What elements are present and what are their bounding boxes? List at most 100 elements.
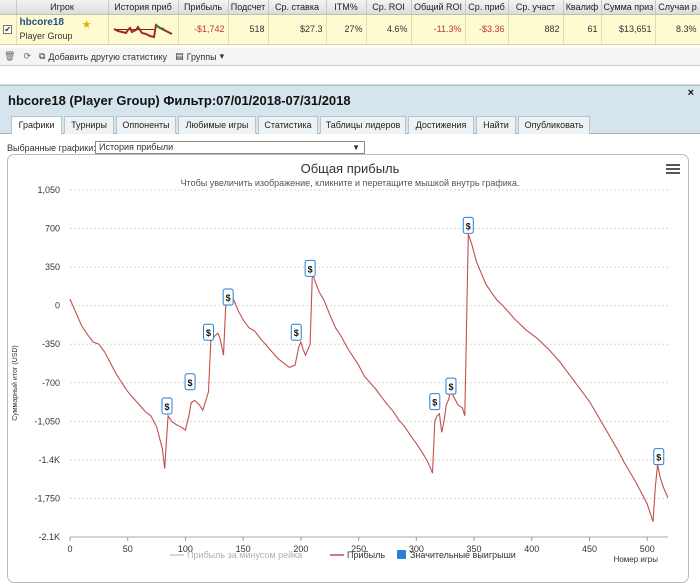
- marker-box: [184, 373, 196, 391]
- stats-table: Игрок История приб Прибыль Подсчет Ср. с…: [0, 0, 700, 45]
- itm-value: 27%: [326, 14, 367, 45]
- chart-selector-label: Выбранные графики:: [7, 143, 96, 153]
- big-win-marker[interactable]: $: [445, 377, 457, 395]
- x-tick-label: 500: [640, 544, 655, 554]
- chart-title: Общая прибыль: [300, 161, 400, 176]
- big-win-marker[interactable]: $: [222, 288, 234, 306]
- x-tick-label: 400: [524, 544, 539, 554]
- col-header-avg-stake[interactable]: Ср. ставка: [268, 0, 327, 15]
- marker-label: $: [448, 382, 453, 392]
- chart-selector-dropdown[interactable]: История прибыли ▼: [95, 141, 365, 154]
- big-win-marker[interactable]: $: [161, 397, 173, 415]
- col-header-itm[interactable]: ITM%: [326, 0, 367, 15]
- tab-opponents[interactable]: Оппоненты: [116, 116, 176, 134]
- col-header-avg-entrants[interactable]: Ср. участ: [508, 0, 564, 15]
- add-stats-label: Добавить другую статистику: [48, 51, 168, 62]
- y-tick-label: -350: [42, 339, 60, 349]
- x-axis-label: Номер игры: [614, 555, 659, 564]
- big-win-marker[interactable]: $: [184, 373, 196, 391]
- prize-sum-value: $13,651: [601, 14, 656, 45]
- tab-achievements[interactable]: Достижения: [408, 116, 474, 134]
- x-tick-label: 150: [236, 544, 251, 554]
- y-tick-label: -1,750: [34, 493, 60, 503]
- marker-box: [429, 393, 441, 411]
- marker-box: [304, 259, 316, 277]
- tab-favorite-games[interactable]: Любимые игры: [178, 116, 256, 134]
- big-win-marker[interactable]: $: [203, 323, 215, 341]
- row-checkbox-cell[interactable]: ✔: [0, 14, 17, 45]
- count-value: 518: [228, 14, 269, 45]
- tab-charts[interactable]: Графики: [11, 116, 62, 135]
- player-name[interactable]: hbcore18: [19, 17, 64, 28]
- x-tick-label: 200: [293, 544, 308, 554]
- x-tick-label: 50: [123, 544, 133, 554]
- chart-legend: Прибыль за минусом рейка Прибыль Значитель…: [170, 550, 516, 560]
- dropdown-arrow-icon: ▼: [352, 143, 360, 152]
- refresh-icon[interactable]: ⟳: [23, 51, 31, 61]
- y-axis-label: Суммарный итог (USD): [11, 345, 19, 421]
- col-header-player[interactable]: Игрок: [16, 0, 109, 15]
- col-header-avg-roi[interactable]: Ср. ROI: [366, 0, 412, 15]
- table-row[interactable]: ✔ hbcore18 Player Group ★ -$1,742 518 $2…: [0, 14, 700, 45]
- marker-label: $: [294, 328, 299, 338]
- col-header-qualif[interactable]: Квалиф: [563, 0, 602, 15]
- row-checkbox[interactable]: ✔: [3, 25, 13, 34]
- groups-label: Группы: [186, 51, 217, 62]
- y-tick-label: 1,050: [37, 185, 60, 195]
- stats-toolbar: 🗑 ⟳ ⧉ Добавить другую статистику ▤ Групп…: [0, 48, 700, 66]
- x-tick-label: 0: [67, 544, 72, 554]
- chart-container[interactable]: [7, 154, 689, 583]
- profit-chart[interactable]: 1,050 700 350 0 -350 -700 -1,050 -1.4K -1,750 -2.…: [0, 134, 700, 586]
- y-tick-label: 0: [55, 301, 60, 311]
- legend-item-label[interactable]: Значительные выигрыши: [410, 550, 516, 560]
- marker-box: [462, 216, 474, 234]
- tab-leaderboards[interactable]: Таблицы лидеров: [320, 116, 406, 134]
- history-sparkline: [113, 23, 172, 39]
- col-header-cases[interactable]: Случаи р: [655, 0, 700, 15]
- col-header-prize-sum[interactable]: Сумма приз: [601, 0, 656, 15]
- legend-item-label[interactable]: Прибыль за минусом рейка: [187, 550, 302, 560]
- big-win-marker[interactable]: $: [290, 323, 302, 341]
- legend-item-label[interactable]: Прибыль: [347, 550, 385, 560]
- big-win-marker[interactable]: $: [429, 393, 441, 411]
- avg-entrants-value: 882: [508, 14, 564, 45]
- add-stats-button[interactable]: ⧉ Добавить другую статистику: [39, 51, 167, 62]
- chart-menu-icon[interactable]: [666, 164, 680, 175]
- marker-box: [203, 323, 215, 341]
- col-header-total-roi[interactable]: Общий ROI: [411, 0, 466, 15]
- chevron-down-icon: ▾: [219, 51, 225, 61]
- panel-title: hbcore18 (Player Group) Фильтр:07/01/201…: [8, 93, 351, 108]
- marker-label: $: [188, 378, 193, 388]
- big-win-marker[interactable]: $: [653, 448, 665, 466]
- tab-tournaments[interactable]: Турниры: [64, 116, 114, 134]
- big-win-marker[interactable]: $: [304, 259, 316, 277]
- y-tick-label: -1,050: [34, 416, 60, 426]
- legend-swatch: [397, 550, 406, 559]
- qualif-value: 61: [563, 14, 602, 45]
- y-tick-label: 350: [45, 262, 60, 272]
- col-header-avg-profit[interactable]: Ср. приб: [465, 0, 509, 15]
- tab-statistics[interactable]: Статистика: [258, 116, 318, 134]
- tab-find[interactable]: Найти: [476, 116, 516, 134]
- series-line-profit: [69, 233, 669, 522]
- big-win-marker[interactable]: $: [462, 216, 474, 234]
- empty-area: [0, 67, 700, 85]
- chart-subtitle: Чтобы увеличить изображение, кликните и …: [180, 178, 520, 188]
- groups-button[interactable]: ▤ Группы ▾: [175, 51, 224, 62]
- marker-box: [222, 288, 234, 306]
- player-group: Player Group: [19, 31, 73, 41]
- col-header-count[interactable]: Подсчет: [228, 0, 269, 15]
- avg-stake-value: $27.3: [268, 14, 327, 45]
- x-tick-label: 450: [582, 544, 597, 554]
- close-icon[interactable]: ×: [687, 87, 694, 99]
- stats-header-row: Игрок История приб Прибыль Подсчет Ср. с…: [0, 0, 700, 15]
- col-header-profit[interactable]: Прибыль: [178, 0, 229, 15]
- marker-box: [445, 377, 457, 395]
- tab-publish[interactable]: Опубликовать: [518, 116, 590, 134]
- col-header-history[interactable]: История приб: [108, 0, 179, 15]
- delete-icon[interactable]: 🗑: [4, 51, 16, 61]
- x-tick-label: 100: [178, 544, 193, 554]
- charts-tab-content: Выбранные графики: История прибыли ▼ Общ…: [0, 134, 700, 586]
- marker-label: $: [466, 221, 471, 231]
- player-cell[interactable]: hbcore18 Player Group ★: [16, 14, 109, 45]
